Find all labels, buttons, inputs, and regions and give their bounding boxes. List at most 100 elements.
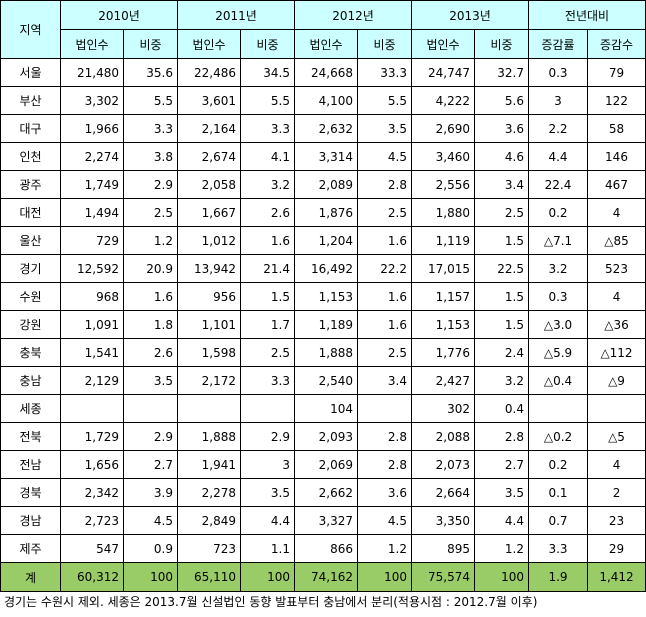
- change-rate-cell: △5.9: [528, 338, 588, 367]
- region-cell: 전남: [0, 450, 61, 479]
- count-2011-cell: 2,164: [177, 114, 241, 143]
- count-2013-cell: 1,157: [411, 282, 475, 311]
- count-2013-cell: 2,664: [411, 478, 475, 507]
- share-2010-cell: [123, 394, 178, 423]
- count-2012-cell: 2,632: [294, 114, 358, 143]
- count-2012-cell: 74,162: [294, 562, 358, 592]
- count-2011-cell: 956: [177, 282, 241, 311]
- share-2012-cell: 33.3: [357, 58, 412, 87]
- change-count-cell: 4: [586, 282, 646, 311]
- count-2011-cell: 723: [177, 534, 241, 563]
- count-2013-cell: 2,427: [411, 366, 475, 395]
- change-rate-cell: 0.2: [528, 450, 588, 479]
- count-2013-cell: 1,880: [411, 198, 475, 227]
- share-2012-cell: 2.8: [357, 422, 412, 451]
- share-2011-cell: 21.4: [240, 254, 295, 283]
- count-2011-cell: 2,058: [177, 170, 241, 199]
- count-2011-cell: 22,486: [177, 58, 241, 87]
- share-2011-cell: 2.5: [240, 338, 295, 367]
- subheader-change-rate: 증감률: [528, 29, 588, 59]
- subheader-count: 법인수: [177, 29, 241, 59]
- change-count-cell: △9: [586, 366, 646, 395]
- count-2012-cell: 2,540: [294, 366, 358, 395]
- share-2011-cell: 34.5: [240, 58, 295, 87]
- region-cell: 울산: [0, 226, 61, 255]
- table-row: 수원 968 1.6 956 1.5 1,153 1.6 1,157 1.5 0.3 4: [0, 282, 646, 311]
- change-rate-cell: 22.4: [528, 170, 588, 199]
- change-rate-cell: 3.3: [528, 534, 588, 563]
- count-2012-cell: 2,089: [294, 170, 358, 199]
- table-row: 울산 729 1.2 1,012 1.6 1,204 1.6 1,119 1.5 △7.1 △85: [0, 226, 646, 255]
- region-cell: 충남: [0, 366, 61, 395]
- table-row: 인천 2,274 3.8 2,674 4.1 3,314 4.5 3,460 4.6 4.4 146: [0, 142, 646, 171]
- count-2010-cell: 2,342: [60, 478, 124, 507]
- share-2010-cell: 3.5: [123, 366, 178, 395]
- change-rate-cell: 4.4: [528, 142, 588, 171]
- share-2013-cell: 3.2: [474, 366, 529, 395]
- share-2013-cell: 1.5: [474, 226, 529, 255]
- count-2011-cell: [177, 394, 241, 423]
- share-2012-cell: 1.6: [357, 226, 412, 255]
- share-2012-cell: 1.6: [357, 310, 412, 339]
- subheader-count: 법인수: [60, 29, 124, 59]
- share-2013-cell: 4.6: [474, 142, 529, 171]
- share-2013-cell: 3.6: [474, 114, 529, 143]
- count-2013-cell: 75,574: [411, 562, 475, 592]
- year-header-2013: 2013년: [411, 0, 529, 30]
- count-2011-cell: 2,674: [177, 142, 241, 171]
- change-rate-cell: △0.2: [528, 422, 588, 451]
- region-cell: 제주: [0, 534, 61, 563]
- share-2010-cell: 5.5: [123, 86, 178, 115]
- count-2011-cell: 1,012: [177, 226, 241, 255]
- corporation-stats-table: 지역 2010년 2011년 2012년 2013년 전년대비 법인수 비중 법…: [0, 0, 646, 592]
- count-2011-cell: 2,278: [177, 478, 241, 507]
- share-2012-cell: 1.2: [357, 534, 412, 563]
- share-2010-cell: 3.9: [123, 478, 178, 507]
- table-row: 충남 2,129 3.5 2,172 3.3 2,540 3.4 2,427 3.2 △0.4 △9: [0, 366, 646, 395]
- count-2010-cell: 3,302: [60, 86, 124, 115]
- share-2011-cell: 4.4: [240, 506, 295, 535]
- table-row: 서울 21,480 35.6 22,486 34.5 24,668 33.3 24,747 32…: [0, 58, 646, 87]
- share-2011-cell: 2.6: [240, 198, 295, 227]
- table-row: 세종 104 302 0.4: [0, 394, 646, 423]
- change-count-cell: 523: [586, 254, 646, 283]
- count-2010-cell: 968: [60, 282, 124, 311]
- change-rate-cell: 3.2: [528, 254, 588, 283]
- share-2013-cell: 3.4: [474, 170, 529, 199]
- count-2013-cell: 24,747: [411, 58, 475, 87]
- count-2013-cell: 1,153: [411, 310, 475, 339]
- change-count-cell: [586, 394, 646, 423]
- share-2010-cell: 1.6: [123, 282, 178, 311]
- change-rate-cell: 0.2: [528, 198, 588, 227]
- count-2010-cell: 1,729: [60, 422, 124, 451]
- count-2011-cell: 65,110: [177, 562, 241, 592]
- share-2012-cell: 1.6: [357, 282, 412, 311]
- count-2011-cell: 1,888: [177, 422, 241, 451]
- table-row: 대전 1,494 2.5 1,667 2.6 1,876 2.5 1,880 2.5 0.2 4: [0, 198, 646, 227]
- region-cell: 수원: [0, 282, 61, 311]
- region-cell: 서울: [0, 58, 61, 87]
- subheader-share: 비중: [474, 29, 529, 59]
- count-2013-cell: 1,119: [411, 226, 475, 255]
- region-cell: 계: [0, 562, 61, 592]
- change-count-cell: △85: [586, 226, 646, 255]
- footnote: 경기는 수원시 제외. 세종은 2013.7월 신설법인 동향 발표부터 충남에…: [4, 595, 538, 609]
- change-count-cell: 4: [586, 198, 646, 227]
- count-2013-cell: 17,015: [411, 254, 475, 283]
- count-2011-cell: 2,849: [177, 506, 241, 535]
- count-2010-cell: 1,091: [60, 310, 124, 339]
- count-2013-cell: 2,556: [411, 170, 475, 199]
- share-2013-cell: 1.2: [474, 534, 529, 563]
- count-2011-cell: 1,101: [177, 310, 241, 339]
- table-row: 전남 1,656 2.7 1,941 3 2,069 2.8 2,073 2.7 0.2 4: [0, 450, 646, 479]
- region-cell: 인천: [0, 142, 61, 171]
- count-2010-cell: 1,749: [60, 170, 124, 199]
- year-header-2011: 2011년: [177, 0, 295, 30]
- count-2012-cell: 3,327: [294, 506, 358, 535]
- change-count-cell: 4: [586, 450, 646, 479]
- change-count-cell: 122: [586, 86, 646, 115]
- change-rate-cell: 1.9: [528, 562, 588, 592]
- share-2013-cell: 100: [474, 562, 529, 592]
- table-row: 대구 1,966 3.3 2,164 3.3 2,632 3.5 2,690 3.6 2.2 58: [0, 114, 646, 143]
